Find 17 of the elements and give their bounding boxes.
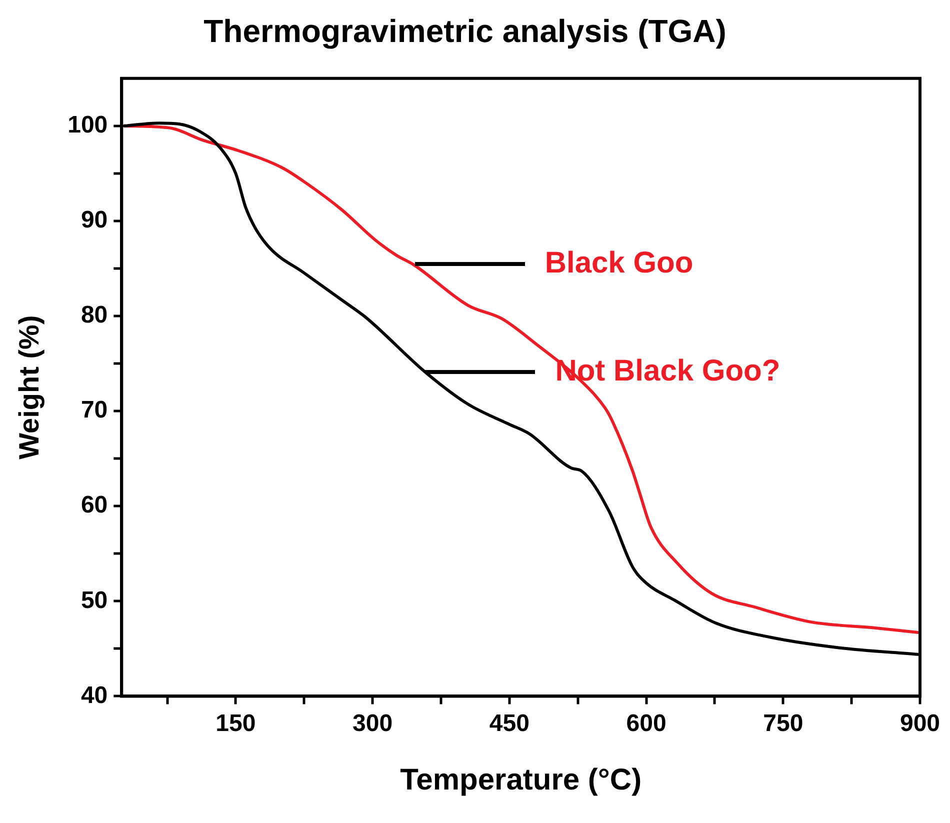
y-tick-label: 50 <box>80 586 108 614</box>
annotation: Black Goo <box>544 246 694 280</box>
y-axis-title: Weight (%) <box>14 315 45 460</box>
x-tick-label: 150 <box>216 710 256 738</box>
chart-title: Thermogravimetric analysis (TGA) <box>204 13 726 50</box>
y-tick-label: 90 <box>80 206 108 234</box>
y-tick-label: 60 <box>80 492 108 519</box>
x-tick-label: 750 <box>763 710 804 738</box>
x-tick-label: 900 <box>900 710 940 738</box>
x-tick-label: 450 <box>489 710 530 738</box>
x-tick-label: 600 <box>626 710 666 738</box>
y-tick-label: 80 <box>80 302 108 329</box>
x-axis-title: Temperature (°C) <box>400 763 642 796</box>
y-tick-label: 40 <box>80 682 108 709</box>
y-tick-label: 70 <box>80 396 108 424</box>
y-tick-label: 100 <box>68 112 108 139</box>
x-tick-label: 300 <box>352 710 393 738</box>
